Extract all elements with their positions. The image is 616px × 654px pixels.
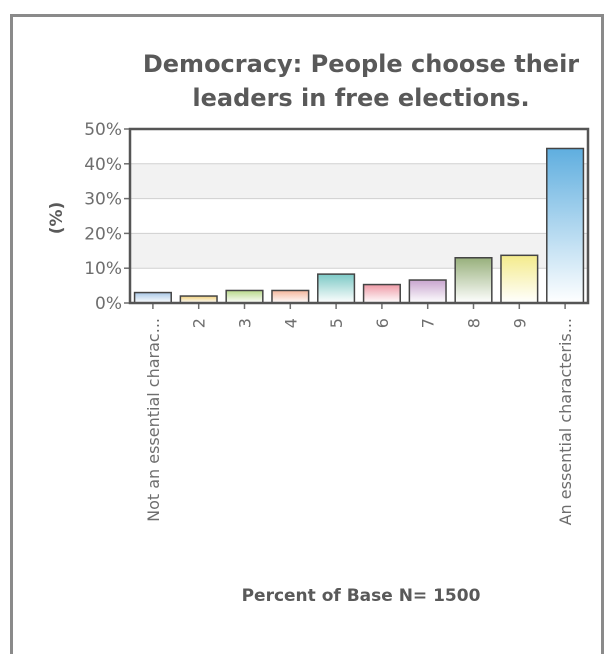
x-tick-label: 9 <box>510 318 529 328</box>
x-tick-label: 4 <box>281 318 300 328</box>
chart-title-line-2: leaders in free elections. <box>192 84 529 112</box>
x-axis-label: Percent of Base N= 1500 <box>242 586 481 606</box>
x-tick-label: 8 <box>465 318 484 328</box>
y-tick-label: 30% <box>84 190 122 210</box>
bar-5 <box>317 273 356 304</box>
x-tick-label: 3 <box>236 318 255 328</box>
grid-band <box>130 198 588 234</box>
y-tick-label: 50% <box>84 120 122 140</box>
y-tick-label: 0% <box>95 294 122 314</box>
x-tick-label: 2 <box>190 318 209 328</box>
x-tick-label: 7 <box>419 318 438 328</box>
y-axis-label: (%) <box>47 202 67 235</box>
plot-border <box>128 127 590 305</box>
x-tick-label: An essential characteris... <box>556 318 575 525</box>
x-tick-label: 5 <box>327 318 346 328</box>
bar-10 <box>546 147 585 304</box>
bar-6 <box>362 283 401 304</box>
bar-4 <box>271 289 310 304</box>
bar-7 <box>408 279 447 304</box>
bar-3 <box>225 289 264 304</box>
bar-1 <box>133 291 172 304</box>
grid-band <box>130 163 588 199</box>
bar-9 <box>500 254 539 304</box>
plot-area-border <box>128 127 590 305</box>
y-tick-label: 20% <box>84 224 122 244</box>
bar-8 <box>454 257 493 304</box>
y-tick-label: 10% <box>84 259 122 279</box>
x-axis-ticks: Not an essential charac... 2 3 4 5 6 7 8 9 An ess… <box>144 303 575 525</box>
grid-band <box>130 129 588 164</box>
plot-background <box>130 129 588 303</box>
chart-frame <box>10 14 604 654</box>
chart-title-line-1: Democracy: People choose their <box>143 50 579 78</box>
bars <box>133 147 585 304</box>
y-tick-label: 40% <box>84 155 122 175</box>
bar-chart: Democracy: People choose their leaders i… <box>47 50 590 606</box>
y-axis-ticks: 0% 10% 20% 30% 40% 50% <box>84 120 130 314</box>
x-tick-label: 6 <box>373 318 392 328</box>
x-tick-label: Not an essential charac... <box>144 318 163 522</box>
